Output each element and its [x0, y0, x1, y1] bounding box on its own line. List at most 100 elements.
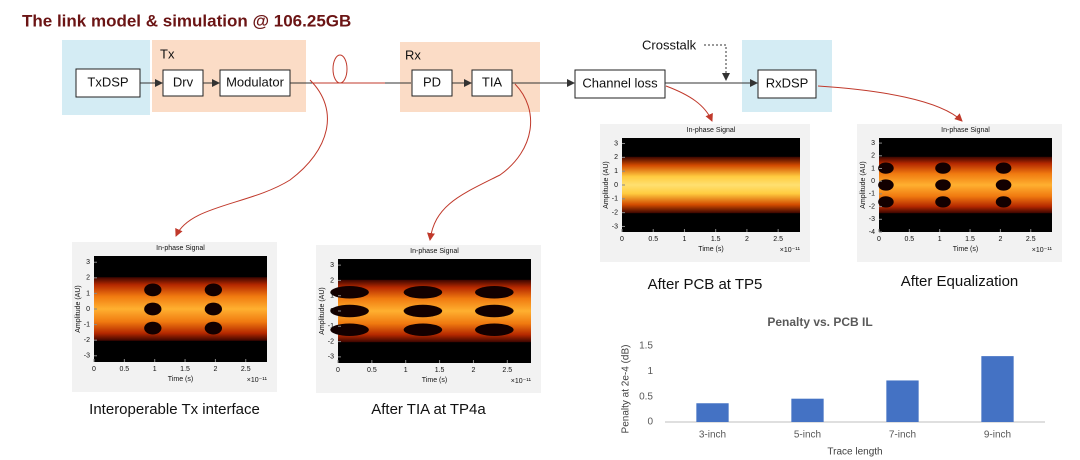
y-tick-label: -1: [328, 323, 334, 330]
block-label: TIA: [482, 74, 503, 89]
x-tick-label: 0: [336, 367, 340, 374]
y-axis-label: Amplitude (AU): [75, 285, 82, 332]
eye-opening: [995, 162, 1012, 174]
y-tick-label: -2: [612, 209, 618, 216]
y-tick-label: 3: [330, 262, 334, 269]
y-tick-label: 2: [330, 277, 334, 284]
block: [411, 69, 453, 97]
callout-arrow: [175, 79, 328, 237]
eye-title: In-phase Signal: [410, 248, 459, 255]
fiber-spool: [332, 54, 348, 84]
block: [219, 69, 291, 97]
y-tick-label: 1.5: [639, 341, 653, 352]
eye-opening: [330, 286, 369, 299]
x-axis-label: Time (s): [168, 376, 193, 383]
x-tick-label: 0: [877, 236, 881, 243]
bar: [696, 403, 729, 422]
x-tick-label: 1: [938, 236, 942, 243]
eye-opening: [204, 283, 223, 297]
block-label: Channel loss: [582, 75, 658, 90]
eye-title: In-phase Signal: [941, 127, 990, 134]
crosstalk-arrow: [704, 44, 730, 81]
x-tick-label: 2.5: [1026, 236, 1036, 243]
eye-opening: [475, 304, 514, 318]
y-tick-label: 2: [86, 275, 90, 282]
eye-caption: After Equalization: [901, 273, 1019, 290]
x-tick-label: 2.5: [502, 367, 512, 374]
block-label: PD: [423, 74, 441, 89]
x-tick-label: 0.5: [119, 366, 129, 373]
eye-opening: [403, 304, 443, 318]
x-tick-label: 0.5: [367, 367, 377, 374]
y-axis-label: Amplitude (AU): [860, 161, 867, 208]
x-tick-label: 2.5: [241, 366, 251, 373]
slide-title: The link model & simulation @ 106.25GB: [22, 11, 351, 30]
y-tick-label: -4: [869, 229, 875, 236]
x-multiplier: ×10⁻¹¹: [780, 247, 801, 254]
group-label: Rx: [405, 47, 421, 62]
block: [162, 69, 204, 97]
y-tick-label: -3: [328, 354, 334, 361]
y-tick-label: -2: [84, 337, 90, 344]
callout-arrow: [817, 85, 963, 122]
x-axis-label: Time (s): [953, 246, 978, 253]
x-multiplier: ×10⁻¹¹: [511, 378, 532, 385]
block: [574, 69, 666, 99]
x-tick-label: 0.5: [648, 236, 658, 243]
group-label: Tx: [160, 46, 175, 61]
eye-opening: [995, 179, 1012, 191]
x-tick-label: 1.5: [711, 236, 721, 243]
eye-title: In-phase Signal: [687, 127, 736, 134]
chart-title: Penalty vs. PCB IL: [767, 315, 872, 329]
x-tick-label: 2: [471, 367, 475, 374]
y-axis-label: Amplitude (AU): [603, 161, 610, 208]
y-tick-label: -2: [328, 338, 334, 345]
y-tick-label: 1: [871, 165, 875, 172]
eye-caption: After PCB at TP5: [648, 276, 763, 293]
eye-opening: [475, 323, 514, 336]
x-tick-label: 2.5: [773, 236, 783, 243]
y-tick-label: 1: [614, 168, 618, 175]
eye-opening: [878, 162, 894, 174]
eye-opening: [204, 321, 223, 335]
x-axis-label: Time (s): [422, 377, 447, 384]
eye-opening: [330, 304, 369, 318]
y-tick-label: -1: [612, 196, 618, 203]
y-tick-label: 3: [86, 259, 90, 266]
y-tick-label: -2: [869, 203, 875, 210]
x-tick-label: 0: [620, 236, 624, 243]
y-tick-label: -3: [612, 223, 618, 230]
y-tick-label: 1: [647, 366, 653, 377]
eye-opening: [403, 323, 443, 336]
x-axis-label: Trace length: [827, 447, 882, 458]
x-tick-label: 2: [998, 236, 1002, 243]
y-tick-label: -3: [869, 216, 875, 223]
x-multiplier: ×10⁻¹¹: [1032, 247, 1053, 254]
y-tick-label: -1: [869, 191, 875, 198]
x-tick-label: 2: [213, 366, 217, 373]
eye-band: [94, 277, 267, 341]
eye-caption: After TIA at TP4a: [371, 401, 486, 418]
x-tick-label: 1.5: [435, 367, 445, 374]
x-tick-label: 2: [745, 236, 749, 243]
y-tick-label: 0: [86, 306, 90, 313]
x-tick-label: 7-inch: [889, 430, 916, 441]
y-tick-label: 3: [871, 140, 875, 147]
x-axis-label: Time (s): [698, 246, 723, 253]
block: [757, 69, 817, 99]
penalty-chart: Penalty vs. PCB IL Penalty at 2e-4 (dB) Tr…: [621, 315, 1045, 458]
y-tick-label: 0: [614, 182, 618, 189]
eye-opening: [995, 196, 1012, 208]
x-tick-label: 1.5: [180, 366, 190, 373]
y-tick-label: 0: [330, 308, 334, 315]
block-label: Drv: [173, 74, 194, 89]
y-tick-label: 0: [871, 178, 875, 185]
y-axis-label: Amplitude (AU): [319, 287, 326, 334]
eye-opening: [144, 302, 162, 316]
eye-opening: [935, 179, 951, 191]
x-tick-label: 1.5: [965, 236, 975, 243]
callout-arrow: [427, 83, 531, 241]
y-tick-label: 0.5: [639, 391, 653, 402]
eye-title: In-phase Signal: [156, 245, 205, 252]
